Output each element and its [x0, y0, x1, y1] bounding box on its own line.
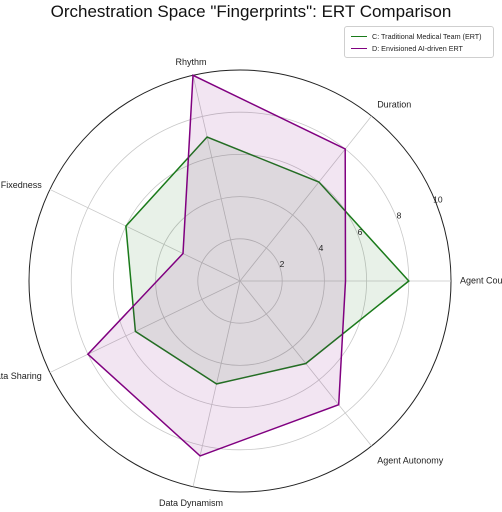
axis-label-1: Duration [377, 99, 411, 109]
r-tick-label-6: 6 [358, 227, 363, 237]
axis-label-4: Data Sharing [0, 371, 42, 381]
spoke-4 [49, 280, 241, 373]
series-line-1 [86, 74, 347, 457]
legend-swatch-c [351, 35, 367, 37]
legend-label-c: C: Traditional Medical Team (ERT) [372, 31, 482, 41]
spoke-1 [239, 115, 372, 282]
chart-title: Orchestration Space "Fingerprints": ERT … [50, 2, 452, 21]
legend-item-d: D: Envisioned AI-driven ERT [351, 42, 487, 54]
axis-label-0: Agent Count [460, 275, 502, 285]
r-tick-label-2: 2 [280, 259, 285, 269]
spoke-2 [192, 75, 241, 282]
legend: C: Traditional Medical Team (ERT) D: Env… [344, 26, 494, 58]
r-tick-label-10: 10 [433, 195, 443, 205]
r-tick-label-4: 4 [319, 243, 324, 253]
series-line-0 [125, 136, 410, 385]
axis-label-6: Agent Autonomy [377, 455, 444, 465]
r-tick-label-8: 8 [397, 211, 402, 221]
legend-item-c: C: Traditional Medical Team (ERT) [351, 30, 487, 42]
axis-label-3: Role Fixedness [0, 180, 42, 190]
legend-label-d: D: Envisioned AI-driven ERT [372, 43, 463, 53]
label-layer: 2 4 6 8 10 Agent Count Duration Rhythm Role Fixe… [0, 57, 502, 508]
spoke-3 [49, 189, 241, 282]
series-fill-0 [125, 137, 409, 384]
axis-label-5: Data Dynamism [159, 498, 223, 508]
series-layer [86, 74, 410, 457]
axis-label-2: Rhythm [175, 57, 206, 67]
series-fill-1 [87, 75, 346, 456]
legend-swatch-d [351, 47, 367, 49]
